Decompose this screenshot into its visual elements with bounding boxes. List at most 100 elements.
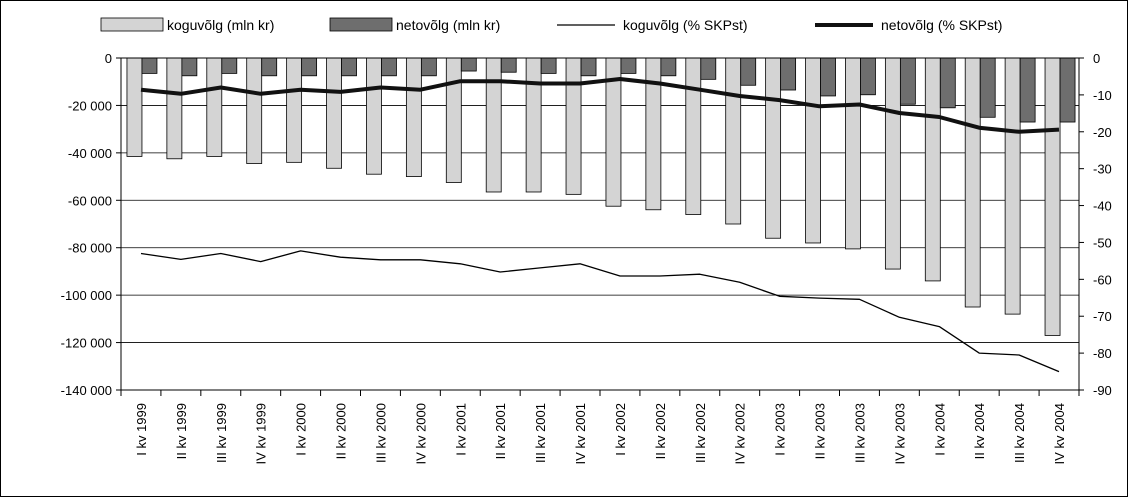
- bar-netovolg: [660, 57, 677, 77]
- bar-koguvolg: [525, 57, 542, 193]
- right-tick-label: 0: [1093, 51, 1100, 66]
- line-koguvolg-pct: [140, 250, 1060, 373]
- bar-netovolg: [620, 57, 637, 74]
- bar-koguvolg: [565, 57, 582, 195]
- bar-koguvolg: [246, 57, 263, 164]
- bar-netovolg: [500, 57, 517, 73]
- legend-label: netovõlg (mln kr): [396, 17, 500, 33]
- legend-swatch: [100, 17, 164, 32]
- x-tick-label: IV kv 2004: [1052, 403, 1067, 464]
- bar-koguvolg: [884, 57, 901, 270]
- right-tick-label: -70: [1093, 309, 1112, 324]
- right-tick-label: -20: [1093, 125, 1112, 140]
- left-tick-label: -40 000: [68, 146, 112, 161]
- right-tick-label: -60: [1093, 272, 1112, 287]
- left-tick-label: -60 000: [68, 193, 112, 208]
- bar-netovolg: [580, 57, 597, 77]
- grid: [121, 105, 1079, 343]
- x-tick-label: I kv 2002: [613, 403, 628, 456]
- x-tick-label: II kv 2002: [653, 403, 668, 459]
- left-tick-label: -120 000: [61, 336, 112, 351]
- legend-label: netovõlg (% SKPst): [881, 17, 1002, 33]
- bar-koguvolg: [845, 57, 861, 250]
- x-tick-label: III kv 2003: [853, 403, 868, 463]
- legend-label: koguvõlg (mln kr): [167, 17, 274, 33]
- x-tick-label: IV kv 2003: [892, 403, 907, 464]
- bar-netovolg: [540, 57, 557, 74]
- x-tick-label: III kv 2000: [374, 403, 389, 463]
- x-tick-label: IV kv 2002: [733, 403, 748, 464]
- bar-koguvolg: [405, 57, 422, 177]
- bar-koguvolg: [326, 57, 342, 169]
- x-tick-label: III kv 2002: [693, 403, 708, 463]
- bar-netovolg: [740, 57, 757, 86]
- bar-netovolg: [899, 57, 916, 105]
- bar-netovolg: [700, 57, 717, 80]
- bar-netovolg: [780, 57, 797, 91]
- lines: [140, 77, 1060, 373]
- bar-koguvolg: [725, 57, 742, 225]
- x-tick-label: III kv 2004: [1012, 403, 1027, 463]
- bar-netovolg: [261, 57, 278, 77]
- right-tick-label: -80: [1093, 346, 1112, 361]
- bar-koguvolg: [805, 57, 821, 244]
- bar-koguvolg: [485, 57, 502, 193]
- x-tick-label: III kv 1999: [214, 403, 229, 463]
- bar-netovolg: [141, 57, 158, 74]
- x-tick-label: III kv 2001: [533, 403, 548, 463]
- left-tick-label: -140 000: [61, 383, 112, 398]
- left-tick-label: 0: [105, 51, 112, 66]
- bar-netovolg: [1059, 57, 1076, 123]
- x-tick-label: II kv 2000: [334, 403, 349, 459]
- x-tick-label: I kv 2001: [453, 403, 468, 456]
- left-tick-label: -80 000: [68, 241, 112, 256]
- x-tick-label: I kv 1999: [134, 403, 149, 456]
- bar-koguvolg: [286, 57, 303, 163]
- right-tick-label: -40: [1093, 199, 1112, 214]
- legend-swatch: [329, 17, 393, 32]
- right-tick-label: -90: [1093, 383, 1112, 398]
- axes: 0 -20 000 -40 000 -60 000 -80 000 -100 000 -12…: [61, 51, 1112, 464]
- bar-koguvolg: [126, 57, 143, 157]
- bar-koguvolg: [1044, 57, 1061, 336]
- bar-netovolg: [301, 57, 318, 77]
- bar-netovolg: [1019, 57, 1036, 123]
- bar-koguvolg: [924, 57, 941, 282]
- bar-koguvolg: [685, 57, 702, 215]
- bar-koguvolg: [765, 57, 782, 239]
- bar-netovolg: [341, 57, 357, 77]
- bar-koguvolg: [166, 57, 183, 160]
- bar-netovolg: [181, 57, 198, 77]
- x-tick-label: II kv 2003: [813, 403, 828, 459]
- right-tick-label: -50: [1093, 235, 1112, 250]
- bar-netovolg: [860, 57, 876, 96]
- left-tick-label: -20 000: [68, 98, 112, 113]
- x-tick-label: II kv 2001: [493, 403, 508, 459]
- bar-netovolg: [820, 57, 836, 97]
- legend-label: koguvõlg (% SKPst): [623, 17, 748, 33]
- bar-netovolg: [939, 57, 956, 109]
- bar-koguvolg: [964, 57, 981, 308]
- x-tick-label: IV kv 2001: [573, 403, 588, 464]
- x-tick-label: I kv 2004: [932, 403, 947, 456]
- right-tick-label: -10: [1093, 88, 1112, 103]
- bar-koguvolg: [445, 57, 462, 183]
- x-tick-label: I kv 2003: [773, 403, 788, 456]
- x-tick-label: I kv 2000: [294, 403, 309, 456]
- x-tick-label: IV kv 1999: [254, 403, 269, 464]
- bar-netovolg: [460, 57, 477, 72]
- legend: koguvõlg (mln kr) netovõlg (mln kr) koguvõ…: [100, 17, 1002, 33]
- x-tick-label: IV kv 2000: [413, 403, 428, 464]
- bar-netovolg: [979, 57, 996, 118]
- right-tick-label: -30: [1093, 162, 1112, 177]
- bar-netovolg: [221, 57, 238, 74]
- x-tick-label: II kv 2004: [972, 403, 987, 459]
- bar-koguvolg: [1004, 57, 1021, 315]
- bar-koguvolg: [206, 57, 223, 157]
- bar-netovolg: [420, 57, 437, 77]
- bar-netovolg: [381, 57, 397, 77]
- x-tick-label: II kv 1999: [174, 403, 189, 459]
- bar-koguvolg: [366, 57, 382, 175]
